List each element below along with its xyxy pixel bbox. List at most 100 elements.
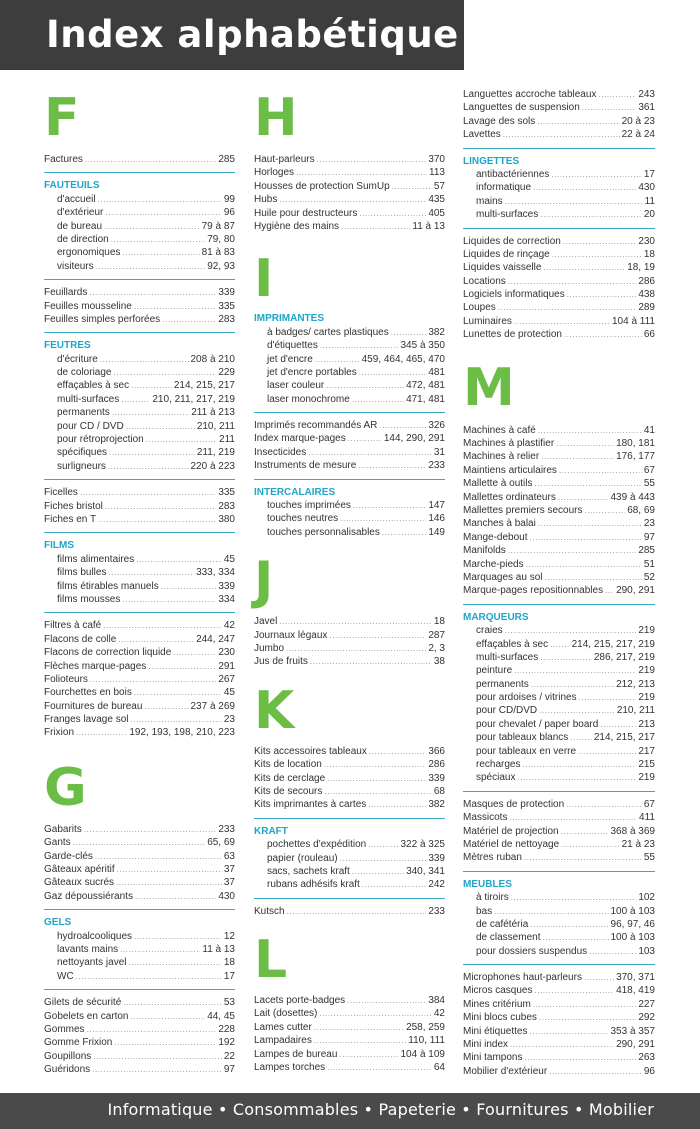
dot-leader — [104, 220, 200, 233]
index-entry: Kits de cerclage 339 — [254, 772, 445, 785]
dot-leader — [531, 678, 614, 691]
page-reference: 214, 215, 217 — [173, 380, 235, 392]
index-entry: Manches à balai 23 — [463, 517, 655, 530]
page-reference: 210, 211 — [616, 705, 655, 717]
entry-label: Flèches marque-pages — [44, 660, 147, 672]
dot-leader — [352, 865, 404, 878]
entry-label: Mallette à outils — [463, 478, 533, 490]
page-reference: 219 — [638, 772, 655, 784]
index-entry: Microphones haut-parleurs 370, 371 — [463, 971, 655, 984]
entry-label: effaçables à sec — [57, 380, 130, 392]
entry-list: Haut-parleurs370Horloges113Housses de pr… — [254, 153, 445, 233]
dot-leader — [359, 207, 426, 220]
entry-label: Mallettes premiers secours — [463, 504, 583, 516]
entry-list: Lacets porte-badges384Lait (dosettes)42L… — [254, 994, 445, 1074]
page-reference: 96 — [643, 1065, 655, 1077]
entry-label: Liquides vaisselle — [463, 262, 542, 274]
entry-label: Logiciels informatiques — [463, 289, 565, 301]
entry-label: Machines à café — [463, 424, 536, 436]
dot-leader — [93, 1050, 222, 1063]
index-entry: Lampadaires 110, 111 — [254, 1034, 445, 1047]
category-heading: GELS — [44, 917, 72, 929]
dot-leader — [129, 956, 222, 969]
index-subentry: films bulles 333, 334 — [44, 566, 235, 579]
dot-leader — [136, 553, 222, 566]
dot-leader — [530, 918, 608, 931]
entry-label: d'étiquettes — [267, 340, 318, 352]
index-subentry: bas 100 à 103 — [463, 905, 655, 918]
dot-leader — [144, 700, 188, 713]
index-entry: Flacons de colle 244, 247 — [44, 633, 235, 646]
entry-label: Lavettes — [463, 129, 501, 141]
page-reference: 481 — [428, 366, 445, 378]
entry-label: Manifolds — [463, 545, 506, 557]
page-reference: 52 — [643, 571, 655, 583]
entry-label: pour ardoises / vitrines — [476, 692, 577, 704]
dot-leader — [508, 275, 637, 288]
dot-leader — [314, 1021, 404, 1034]
dot-leader — [505, 195, 643, 208]
dot-leader — [570, 731, 592, 744]
dot-leader — [517, 771, 636, 784]
page-reference: 31 — [433, 446, 445, 458]
page-reference: 243 — [638, 89, 655, 100]
index-entry: Machines à café 41 — [463, 424, 655, 437]
entry-label: Factures — [44, 154, 83, 165]
page-reference: 79, 80 — [207, 233, 235, 245]
dot-leader — [358, 459, 426, 472]
entry-label: laser monochrome — [267, 393, 350, 405]
entry-list: Gilets de sécurité 53 Gobelets en carton 44… — [44, 996, 235, 1076]
dot-leader — [558, 491, 609, 504]
page-reference: 63 — [223, 850, 235, 862]
page-reference: 22 à 24 — [621, 129, 655, 141]
entry-label: Languettes accroche tableaux — [463, 89, 597, 100]
page-reference: 92, 93 — [207, 260, 235, 272]
index-subentry: peinture 219 — [463, 664, 655, 677]
index-entry: Kits de secours 68 — [254, 785, 445, 798]
index-subentry: spéciaux 219 — [463, 771, 655, 784]
page-reference: 215 — [638, 759, 655, 771]
page-reference: 113 — [429, 167, 445, 179]
entry-label: pour tableaux blancs — [476, 732, 569, 744]
page-reference: 229 — [218, 367, 235, 379]
page-reference: 411 — [639, 812, 655, 824]
category-heading: LINGETTES — [463, 155, 520, 167]
index-subentry: jet d'encre 459, 464, 465, 470 — [254, 353, 445, 366]
page-reference: 237 à 269 — [190, 700, 236, 712]
entry-label: Mobilier d'extérieur — [463, 1065, 548, 1077]
entry-label: Insecticides — [254, 446, 307, 458]
page-reference: 18 — [643, 248, 655, 260]
index-entry: Filtres à café 42 — [44, 619, 235, 632]
index-subentry: films mousses 334 — [44, 593, 235, 606]
page-reference: 20 — [643, 209, 655, 221]
subentry-list: antibactériennes 17 informatique 430 mains 11… — [463, 168, 655, 222]
page-reference: 210, 211 — [196, 420, 235, 432]
index-subentry: pour tableaux blancs 214, 215, 217 — [463, 731, 655, 744]
dot-leader — [329, 629, 426, 642]
page-reference: 214, 215, 217 — [593, 732, 655, 744]
index-entry: Massicots 411 — [463, 811, 655, 824]
page-reference: 335 — [218, 487, 235, 499]
entry-label: Instruments de mesure — [254, 460, 357, 472]
dot-leader — [315, 353, 360, 366]
entry-list: Feuillards339Feuilles mousseline335Feuil… — [44, 286, 235, 326]
entry-label: Machines à relier — [463, 451, 540, 463]
entry-label: Goupillons — [44, 1050, 92, 1062]
dot-leader — [598, 88, 636, 101]
entry-label: multi-surfaces — [476, 651, 539, 663]
index-entry: Manifolds 285 — [463, 544, 655, 557]
page-reference: 103 — [638, 945, 655, 957]
dot-leader — [279, 615, 432, 628]
index-subentry: effaçables à sec 214, 215, 217 — [44, 379, 235, 392]
entry-list: Filtres à café 42 Flacons de colle 244, 247… — [44, 619, 235, 740]
entry-label: Filtres à café — [44, 620, 102, 632]
dot-leader — [514, 664, 636, 677]
dot-leader — [109, 446, 195, 459]
page-reference: 345 à 350 — [400, 340, 446, 352]
page-reference: 65, 69 — [207, 837, 235, 849]
dot-leader — [100, 353, 189, 366]
entry-label: pour dossiers suspendus — [476, 945, 588, 957]
page-reference: 370, 371 — [616, 972, 655, 984]
dot-leader — [116, 876, 222, 889]
